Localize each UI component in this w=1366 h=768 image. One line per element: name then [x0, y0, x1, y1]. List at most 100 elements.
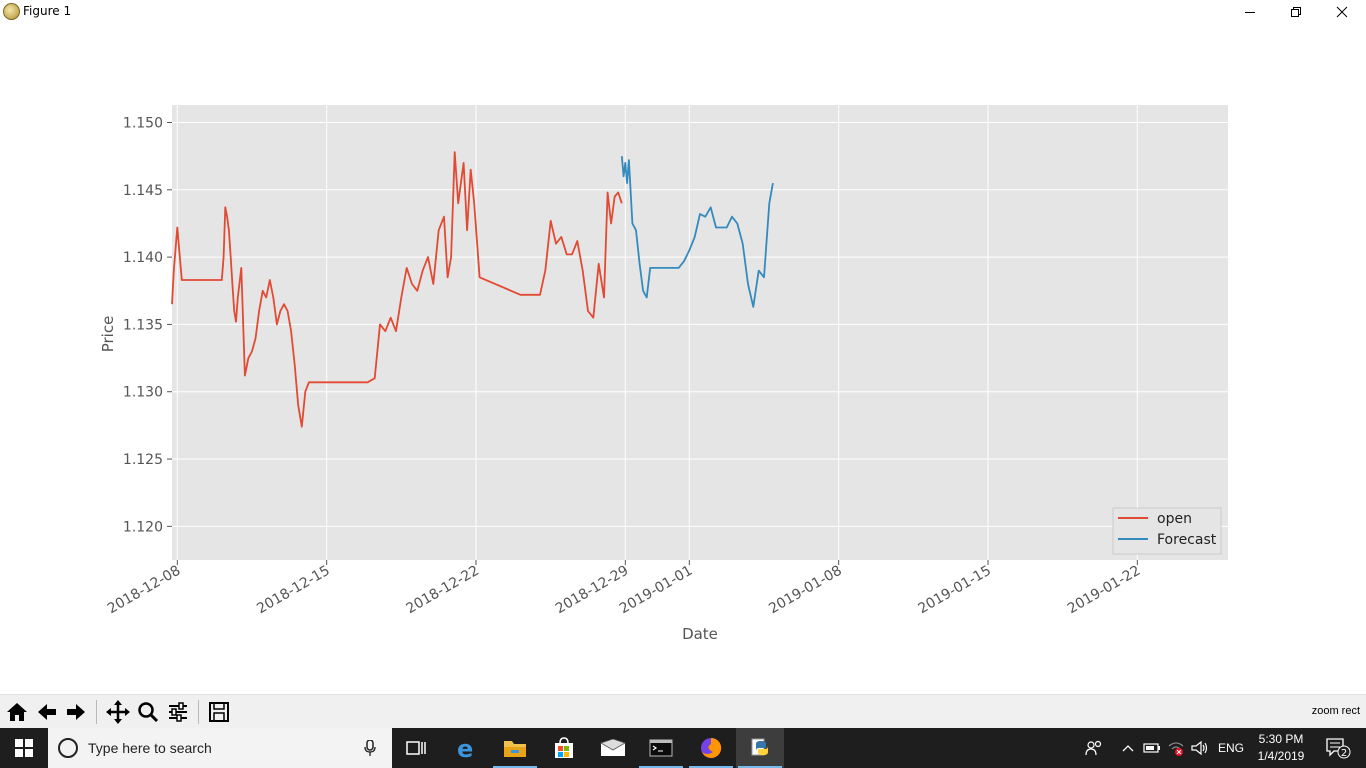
- y-tick-label: 1.125: [123, 452, 163, 468]
- edge-icon: e: [457, 736, 473, 760]
- chevron-up-icon: [1122, 745, 1134, 752]
- running-indicator: [493, 766, 537, 768]
- task-view-icon: [406, 741, 426, 755]
- running-indicator: [738, 766, 782, 768]
- x-tick-label: 2019-01-01: [617, 563, 695, 618]
- y-tick-label: 1.120: [123, 519, 163, 535]
- volume-button[interactable]: [1189, 728, 1211, 768]
- start-button[interactable]: [0, 728, 48, 768]
- window-titlebar: Figure 1: [0, 0, 1366, 24]
- clock-date: 1/4/2019: [1257, 749, 1305, 763]
- x-tick-label: 2019-01-15: [916, 563, 994, 618]
- subplots-button[interactable]: [164, 698, 191, 725]
- series-line-open: [171, 151, 623, 428]
- restore-button[interactable]: [1273, 0, 1319, 24]
- back-button[interactable]: [33, 698, 60, 725]
- mail-icon: [600, 739, 626, 756]
- windows-taskbar: Type here to search e: [0, 728, 1366, 768]
- subplots-icon: [168, 701, 187, 722]
- y-tick-label: 1.150: [123, 116, 163, 132]
- running-indicator: [689, 766, 733, 768]
- y-tick-label: 1.145: [123, 183, 163, 199]
- legend-box: [1112, 507, 1222, 555]
- taskbar-search-box[interactable]: Type here to search: [48, 728, 392, 768]
- language-label: ENG: [1217, 741, 1244, 755]
- home-button[interactable]: [3, 698, 30, 725]
- clock-button[interactable]: 5:30 PM 1/4/2019: [1250, 731, 1312, 765]
- file-explorer-icon: [504, 741, 526, 757]
- y-ticks: 1.120 1.125 1.130 1.135 1.140 1.145 1.150: [123, 116, 172, 535]
- battery-icon: [1143, 743, 1160, 753]
- firefox-button[interactable]: [687, 728, 735, 768]
- x-tick-label: 2019-01-22: [1065, 563, 1143, 618]
- terminal-button[interactable]: [637, 728, 685, 768]
- windows-logo-icon: [15, 739, 33, 757]
- forward-arrow-icon: [66, 703, 85, 720]
- y-axis-label: Price: [99, 316, 117, 353]
- series: [171, 151, 774, 428]
- toolbar-separator: [198, 700, 199, 724]
- legend-label-forecast: Forecast: [1157, 532, 1217, 548]
- people-icon: [1085, 740, 1102, 756]
- terminal-icon: [649, 739, 673, 757]
- home-icon: [6, 702, 27, 721]
- forward-button[interactable]: [62, 698, 89, 725]
- notification-count: 2: [1341, 748, 1347, 759]
- clock-time: 5:30 PM: [1258, 732, 1304, 746]
- wifi-disconnected-icon: [1168, 742, 1184, 756]
- zoom-icon: [137, 701, 158, 722]
- input-language-button[interactable]: ENG: [1214, 728, 1248, 768]
- toolbar-status-message: zoom rect: [1311, 705, 1360, 717]
- volume-icon: [1191, 740, 1208, 756]
- store-button[interactable]: [540, 728, 588, 768]
- task-view-button[interactable]: [392, 728, 440, 768]
- toolbar-separator: [96, 700, 97, 724]
- x-tick-label: 2019-01-08: [766, 563, 844, 618]
- cortana-search-icon: [58, 738, 78, 758]
- action-center-button[interactable]: 2: [1318, 728, 1358, 768]
- file-explorer-button[interactable]: [491, 728, 539, 768]
- figure-canvas[interactable]: 1.120 1.125 1.130 1.135 1.140 1.145 1.150 2018…: [0, 24, 1366, 694]
- back-arrow-icon: [37, 703, 56, 720]
- y-tick-label: 1.135: [123, 317, 163, 333]
- battery-button[interactable]: [1141, 728, 1163, 768]
- grid: [172, 105, 1228, 560]
- x-ticks: 2018-12-08 2018-12-15 2018-12-22 2018-12-29…: [105, 560, 1143, 617]
- edge-button[interactable]: e: [443, 728, 491, 768]
- close-button[interactable]: [1319, 0, 1365, 24]
- firefox-icon: [701, 737, 722, 758]
- x-tick-label: 2018-12-08: [105, 563, 183, 618]
- svg-text:e: e: [457, 736, 473, 760]
- microphone-icon[interactable]: [364, 740, 376, 756]
- running-indicator: [639, 766, 683, 768]
- python-figure-button[interactable]: [736, 728, 784, 768]
- plot-area: [172, 105, 1228, 560]
- search-placeholder: Type here to search: [88, 740, 212, 756]
- pan-button[interactable]: [104, 698, 131, 725]
- notification-icon: 2: [1326, 738, 1351, 759]
- series-line-forecast: [620, 156, 774, 308]
- matplotlib-icon: [3, 3, 20, 20]
- minimize-button[interactable]: [1227, 0, 1273, 24]
- python-icon: [751, 738, 768, 756]
- window-title: Figure 1: [23, 4, 72, 18]
- minimize-icon: [1245, 12, 1255, 13]
- y-tick-label: 1.130: [123, 385, 163, 401]
- people-button[interactable]: [1082, 728, 1106, 768]
- zoom-button[interactable]: [134, 698, 161, 725]
- close-icon: [1336, 6, 1348, 18]
- save-icon: [208, 701, 229, 722]
- restore-icon: [1291, 7, 1301, 17]
- x-tick-label: 2018-12-22: [404, 563, 482, 618]
- save-button[interactable]: [205, 698, 232, 725]
- y-tick-label: 1.140: [123, 250, 163, 266]
- pan-icon: [105, 699, 130, 724]
- x-tick-label: 2018-12-15: [254, 563, 332, 618]
- mail-button[interactable]: [589, 728, 637, 768]
- x-axis-label: Date: [682, 625, 718, 643]
- legend-label-open: open: [1157, 511, 1192, 527]
- store-icon: [555, 737, 573, 758]
- network-button[interactable]: [1165, 728, 1187, 768]
- legend: open Forecast: [1112, 507, 1222, 555]
- show-hidden-icons-button[interactable]: [1118, 728, 1138, 768]
